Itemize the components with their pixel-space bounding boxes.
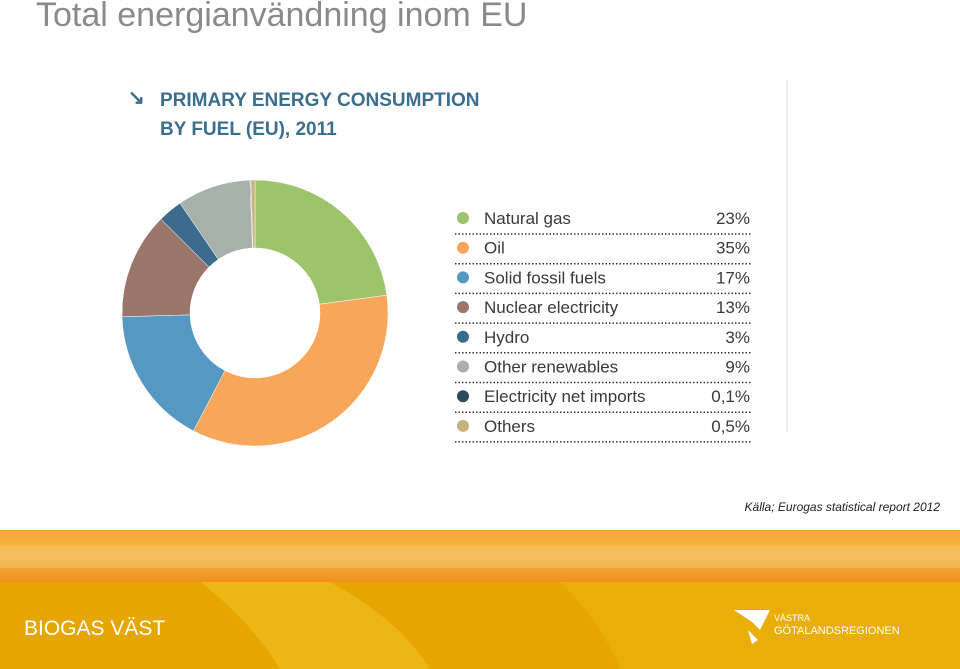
logo-text: GÖTALANDSREGIONEN (774, 625, 900, 637)
arrow: ↘ (128, 87, 145, 109)
legend-marker (457, 360, 469, 373)
footer-text: BIOGAS VÄST (24, 617, 165, 640)
slice (193, 294, 389, 447)
legend-label: Others (484, 417, 535, 436)
value-label: 0,5% (711, 417, 750, 436)
legend-marker (457, 301, 469, 314)
footer-swoosh (200, 582, 430, 669)
legend-marker (457, 419, 469, 432)
chart-title: BY FUEL (EU), 2011 (160, 119, 337, 140)
legend-label: Electricity net imports (484, 387, 646, 406)
legend-label: Other renewables (484, 358, 618, 377)
legend-marker (457, 212, 469, 224)
value-label: 13% (716, 298, 750, 317)
decor-band (0, 546, 960, 568)
value-label: 35% (716, 239, 750, 258)
slide-title: Total energianvändning inom EU (36, 0, 527, 34)
logo-mark (734, 610, 770, 630)
legend-label: Natural gas (484, 209, 571, 228)
legend-label: Hydro (484, 328, 529, 347)
legend-marker (457, 390, 469, 403)
logo-text: VÄSTRA (774, 613, 810, 623)
source: Källa; Eurogas statistical report 2012 (745, 500, 941, 514)
legend-label: Oil (484, 239, 505, 258)
value-label: 17% (716, 268, 750, 287)
value-label: 0,1% (711, 387, 750, 406)
legend-marker (457, 241, 469, 254)
value-label: 9% (725, 358, 750, 377)
slice (254, 179, 388, 305)
value-label: 3% (725, 328, 750, 347)
logo-mark (748, 630, 758, 644)
legend-marker (457, 330, 469, 343)
chart-title: PRIMARY ENERGY CONSUMPTION (160, 90, 480, 111)
value-label: 23% (716, 209, 750, 228)
legend-label: Nuclear electricity (484, 298, 619, 317)
legend-label: Solid fossil fuels (484, 268, 606, 287)
slice (250, 179, 256, 249)
legend-marker (457, 271, 469, 284)
